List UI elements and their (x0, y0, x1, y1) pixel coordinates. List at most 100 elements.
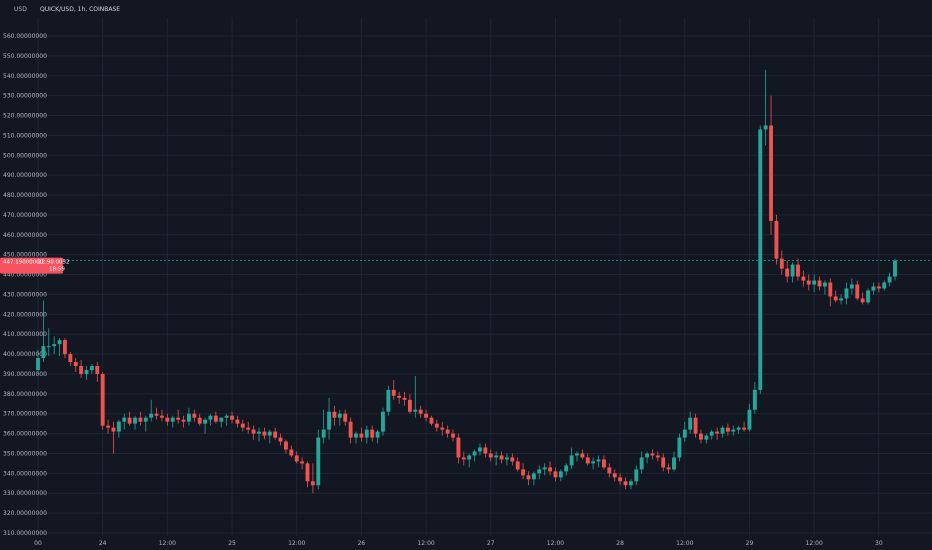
candle[interactable] (779, 250, 784, 275)
candle[interactable] (165, 413, 170, 426)
candle[interactable] (639, 451, 644, 474)
candle[interactable] (46, 328, 51, 357)
candle[interactable] (375, 429, 380, 444)
candle[interactable] (402, 391, 407, 406)
candle[interactable] (666, 463, 671, 474)
candle[interactable] (364, 425, 369, 444)
candle[interactable] (316, 429, 321, 490)
candle[interactable] (478, 443, 482, 456)
candle[interactable] (170, 415, 175, 428)
candle-series[interactable] (36, 69, 897, 494)
candle[interactable] (310, 463, 315, 494)
candle[interactable] (407, 393, 412, 414)
candle[interactable] (440, 421, 445, 436)
candle[interactable] (63, 338, 67, 359)
candle[interactable] (381, 407, 385, 436)
candle[interactable] (186, 407, 191, 426)
candle[interactable] (585, 453, 590, 466)
candle[interactable] (866, 288, 870, 305)
candle[interactable] (704, 433, 709, 444)
candle[interactable] (725, 423, 730, 436)
candle[interactable] (208, 413, 213, 426)
candle[interactable] (289, 445, 294, 458)
candle[interactable] (499, 451, 504, 464)
candle[interactable] (68, 352, 73, 367)
candle[interactable] (661, 453, 666, 472)
candle[interactable] (542, 463, 547, 476)
candle[interactable] (526, 471, 531, 486)
candle[interactable] (41, 300, 46, 363)
candle[interactable] (822, 280, 827, 295)
candle[interactable] (488, 449, 493, 462)
candle[interactable] (133, 415, 137, 430)
candle[interactable] (677, 433, 682, 462)
candle[interactable] (763, 69, 768, 146)
candle[interactable] (332, 405, 337, 426)
candle[interactable] (575, 451, 579, 462)
candle[interactable] (149, 399, 154, 422)
candle[interactable] (521, 463, 526, 480)
candle[interactable] (682, 421, 687, 442)
candle[interactable] (494, 451, 499, 466)
candle[interactable] (273, 427, 278, 440)
candle[interactable] (283, 439, 288, 454)
candle[interactable] (456, 433, 461, 464)
candle[interactable] (262, 427, 267, 440)
candle[interactable] (434, 419, 439, 432)
candle[interactable] (887, 272, 892, 287)
candle[interactable] (224, 413, 229, 426)
candle[interactable] (596, 455, 601, 468)
candle[interactable] (882, 280, 887, 291)
candle[interactable] (203, 417, 208, 434)
candle[interactable] (197, 413, 202, 426)
candle[interactable] (424, 409, 429, 422)
candle[interactable] (758, 125, 763, 394)
candle[interactable] (796, 258, 800, 281)
candle[interactable] (337, 409, 342, 426)
candle[interactable] (321, 409, 326, 444)
candle[interactable] (300, 457, 305, 470)
candle[interactable] (628, 479, 633, 490)
candle[interactable] (154, 407, 159, 420)
candle[interactable] (747, 403, 752, 432)
candle[interactable] (79, 360, 84, 378)
candle[interactable] (483, 443, 488, 458)
candle[interactable] (774, 214, 779, 265)
candle[interactable] (213, 411, 218, 424)
candle[interactable] (143, 415, 148, 432)
candle[interactable] (860, 292, 865, 305)
candle[interactable] (623, 477, 628, 490)
candle[interactable] (876, 282, 881, 293)
candle[interactable] (89, 364, 94, 374)
candle[interactable] (537, 465, 542, 480)
candle[interactable] (348, 417, 353, 444)
candle[interactable] (655, 451, 660, 462)
candle[interactable] (305, 461, 310, 488)
candle[interactable] (645, 451, 650, 464)
candle[interactable] (790, 262, 795, 283)
candle[interactable] (531, 471, 536, 486)
candle[interactable] (52, 336, 57, 355)
candle[interactable] (515, 457, 520, 472)
candle[interactable] (219, 417, 224, 428)
candle[interactable] (510, 453, 515, 466)
candle[interactable] (634, 465, 639, 486)
candle[interactable] (370, 425, 375, 442)
candle[interactable] (127, 411, 132, 426)
candle[interactable] (327, 397, 331, 440)
candle[interactable] (73, 358, 78, 372)
candle[interactable] (612, 469, 617, 482)
candle[interactable] (160, 409, 164, 422)
candle[interactable] (618, 473, 623, 486)
candle[interactable] (801, 270, 806, 287)
candle[interactable] (591, 457, 596, 470)
candle[interactable] (693, 413, 698, 438)
candle[interactable] (553, 467, 558, 482)
candle[interactable] (240, 419, 245, 432)
candle[interactable] (251, 425, 256, 440)
candle[interactable] (564, 463, 569, 476)
candle[interactable] (769, 95, 773, 235)
candle[interactable] (607, 463, 612, 478)
candle[interactable] (354, 431, 358, 444)
